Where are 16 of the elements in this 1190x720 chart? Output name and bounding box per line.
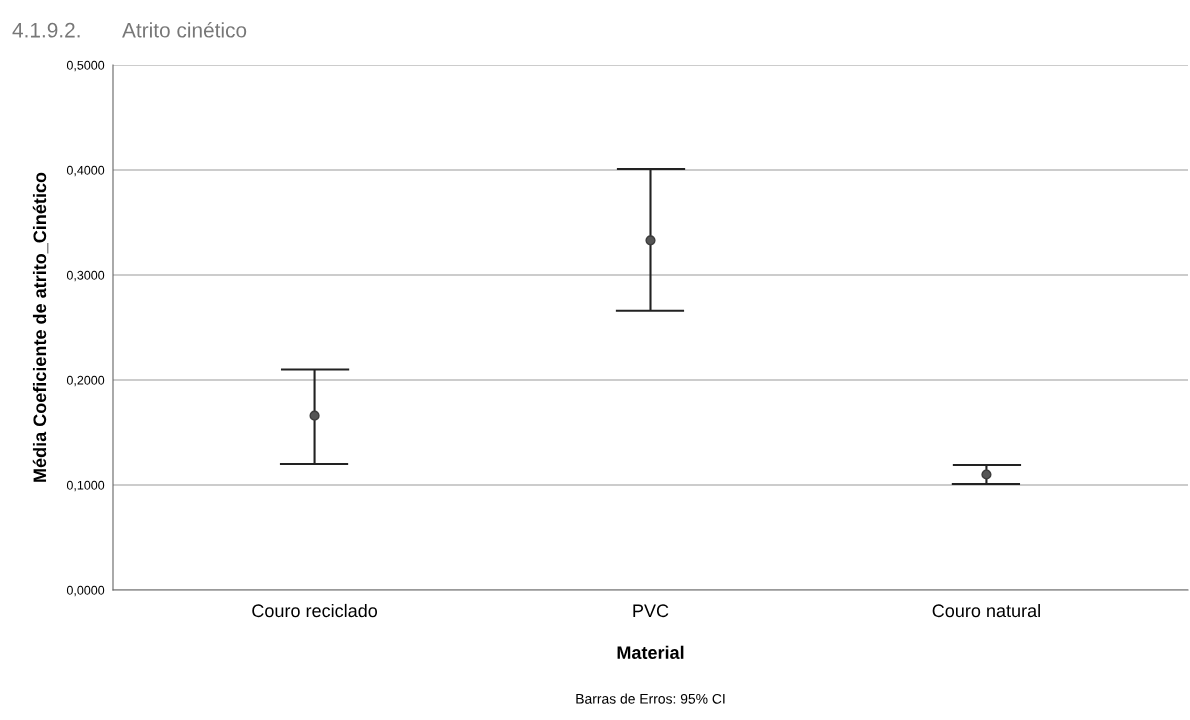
x-tick-label: Couro natural [932,603,1040,618]
y-tick-label: 0,2000 [66,375,105,387]
text: Barras de Erros: 95% CI [576,693,725,704]
y-tick-label: 0,0000 [66,585,105,597]
point [309,410,320,421]
chart-title: 4.1.9.2. Atrito cinético [12,22,247,38]
y-tick-label: 0,4000 [66,165,105,177]
point [645,235,656,246]
y-tick-label: 0,3000 [66,270,105,282]
point [981,469,992,480]
x-axis-title: Material [617,645,684,659]
y-tick-label: 0,5000 [66,60,105,72]
y-tick-label: 0,1000 [66,480,105,492]
x-tick-label: PVC [633,604,669,618]
x-tick-label: Couro reciclado [252,603,378,618]
y-axis-title: Média Coeficiente de atrito_Cinético [32,172,49,482]
